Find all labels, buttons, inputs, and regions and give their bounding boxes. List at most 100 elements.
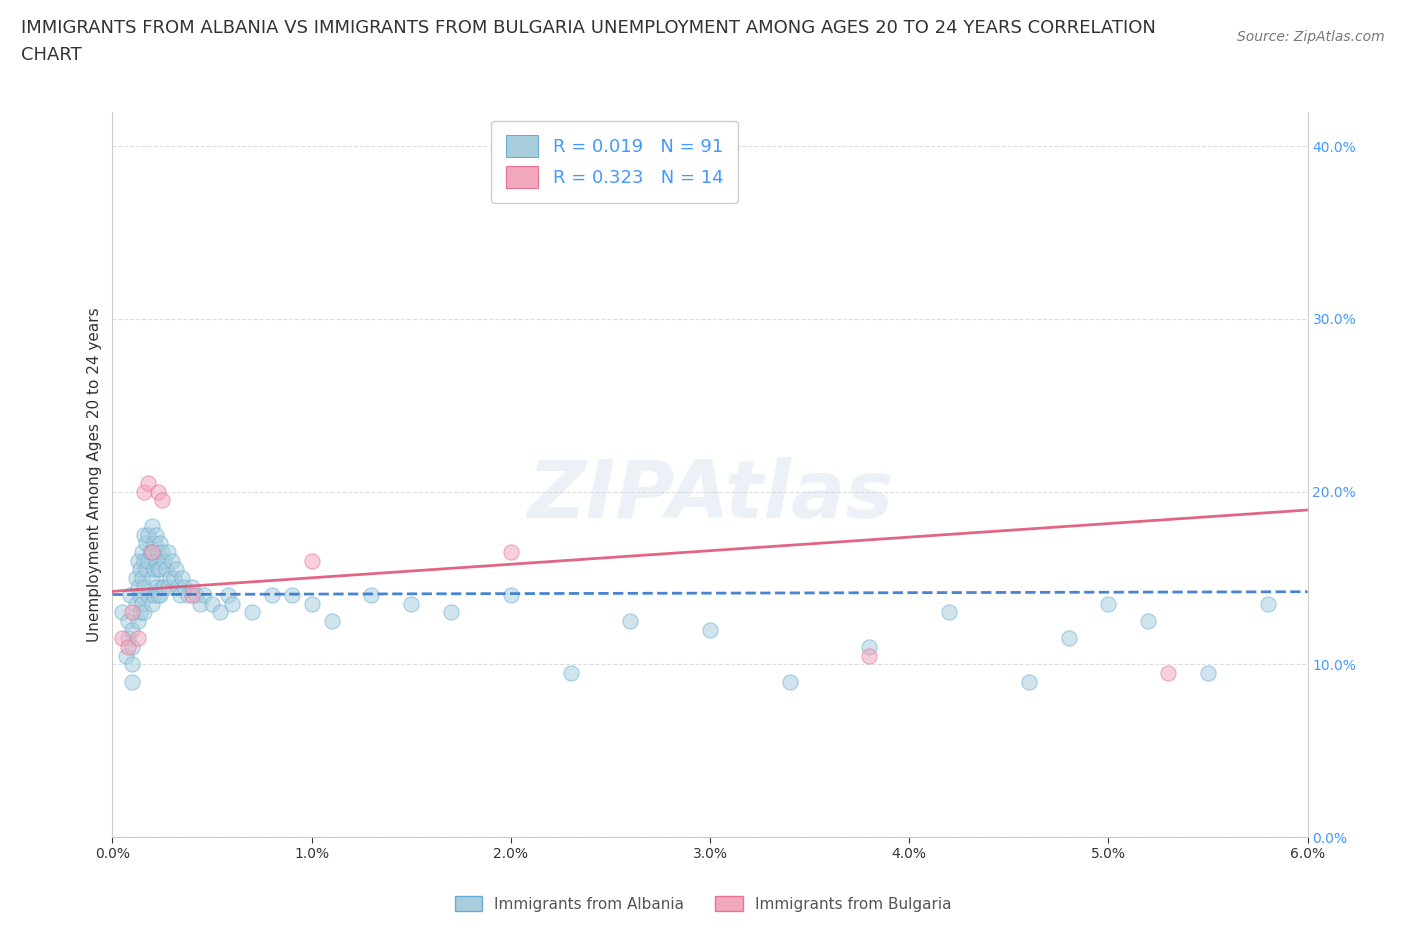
Point: [188, 596, 211, 611]
Point: [173, 579, 195, 594]
Point: [560, 666, 582, 681]
Point: [159, 570, 181, 585]
Text: CHART: CHART: [21, 46, 82, 64]
Point: [143, 588, 166, 603]
Point: [121, 674, 143, 689]
Point: [121, 657, 143, 671]
Point: [141, 545, 163, 560]
Point: [858, 640, 880, 655]
Point: [1257, 596, 1279, 611]
Point: [221, 596, 243, 611]
Text: ZIPAtlas: ZIPAtlas: [527, 457, 893, 535]
Point: [143, 562, 166, 577]
Point: [149, 562, 172, 577]
Point: [148, 545, 170, 560]
Point: [440, 605, 463, 620]
Point: [321, 614, 343, 629]
Text: Source: ZipAtlas.com: Source: ZipAtlas.com: [1237, 30, 1385, 44]
Point: [134, 605, 156, 620]
Point: [131, 570, 153, 585]
Point: [157, 579, 180, 594]
Legend: Immigrants from Albania, Immigrants from Bulgaria: Immigrants from Albania, Immigrants from…: [449, 889, 957, 918]
Point: [779, 674, 801, 689]
Point: [129, 605, 152, 620]
Point: [153, 579, 176, 594]
Point: [938, 605, 960, 620]
Point: [401, 596, 423, 611]
Point: [145, 579, 167, 594]
Point: [499, 545, 522, 560]
Point: [127, 631, 149, 645]
Point: [155, 562, 177, 577]
Point: [177, 588, 200, 603]
Point: [150, 493, 173, 508]
Point: [117, 631, 139, 645]
Point: [699, 622, 721, 637]
Point: [115, 648, 138, 663]
Point: [1097, 596, 1119, 611]
Point: [217, 588, 239, 603]
Point: [143, 536, 166, 551]
Point: [240, 605, 263, 620]
Point: [150, 545, 173, 560]
Point: [148, 588, 170, 603]
Point: [1057, 631, 1080, 645]
Point: [201, 596, 224, 611]
Point: [135, 536, 157, 551]
Point: [131, 545, 153, 560]
Point: [145, 553, 167, 568]
Point: [120, 588, 142, 603]
Legend: R = 0.019   N = 91, R = 0.323   N = 14: R = 0.019 N = 91, R = 0.323 N = 14: [491, 121, 738, 203]
Point: [172, 570, 194, 585]
Point: [134, 579, 156, 594]
Point: [121, 640, 143, 655]
Point: [131, 596, 153, 611]
Point: [139, 545, 162, 560]
Point: [141, 596, 163, 611]
Point: [134, 527, 156, 542]
Point: [153, 553, 176, 568]
Point: [127, 614, 149, 629]
Point: [148, 562, 170, 577]
Point: [169, 588, 191, 603]
Point: [162, 553, 183, 568]
Point: [127, 579, 149, 594]
Point: [186, 588, 208, 603]
Point: [1197, 666, 1219, 681]
Point: [157, 545, 180, 560]
Point: [135, 562, 157, 577]
Point: [499, 588, 522, 603]
Point: [134, 553, 156, 568]
Point: [117, 640, 139, 655]
Point: [165, 562, 187, 577]
Point: [129, 588, 152, 603]
Point: [111, 605, 134, 620]
Point: [163, 570, 186, 585]
Point: [141, 545, 163, 560]
Point: [193, 588, 215, 603]
Point: [141, 519, 163, 534]
Point: [111, 631, 134, 645]
Point: [149, 588, 172, 603]
Point: [167, 579, 190, 594]
Point: [125, 570, 148, 585]
Point: [209, 605, 232, 620]
Point: [301, 553, 323, 568]
Point: [138, 475, 160, 490]
Point: [148, 485, 170, 499]
Point: [121, 622, 143, 637]
Y-axis label: Unemployment Among Ages 20 to 24 years: Unemployment Among Ages 20 to 24 years: [87, 307, 103, 642]
Point: [125, 596, 148, 611]
Point: [138, 588, 160, 603]
Point: [281, 588, 304, 603]
Point: [619, 614, 641, 629]
Point: [141, 570, 163, 585]
Point: [127, 553, 149, 568]
Point: [1157, 666, 1180, 681]
Point: [149, 536, 172, 551]
Point: [145, 527, 167, 542]
Point: [150, 579, 173, 594]
Point: [117, 614, 139, 629]
Point: [181, 588, 204, 603]
Point: [360, 588, 382, 603]
